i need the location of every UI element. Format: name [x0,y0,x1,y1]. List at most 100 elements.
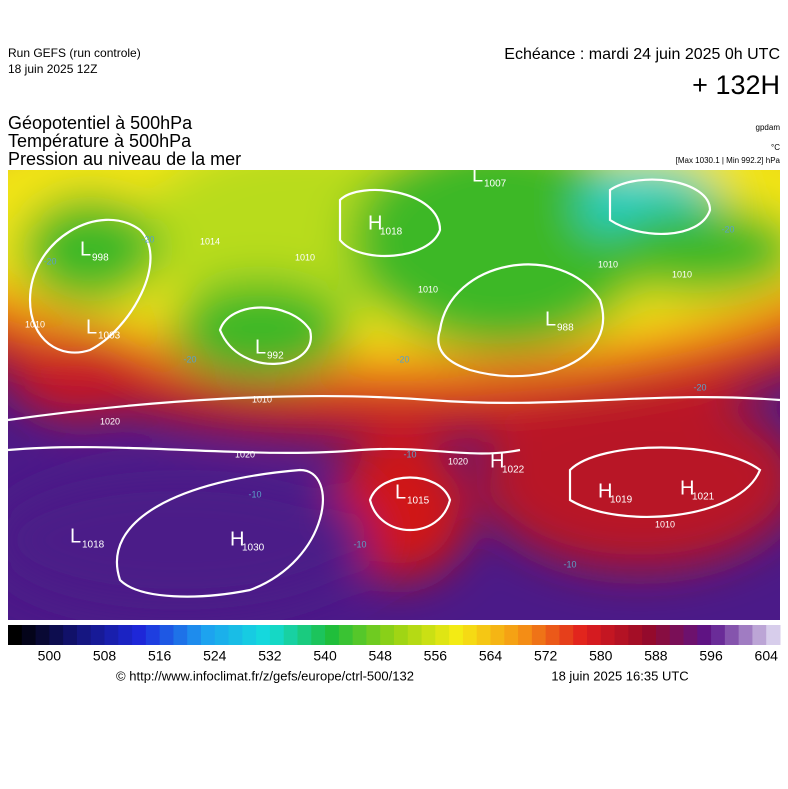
isobar-label: 1010 [598,259,618,269]
temperature-label: -20 [721,224,734,234]
center-value: 1018 [82,540,105,551]
colorbar-swatch [145,625,161,645]
colorbar-swatch [201,625,216,645]
colorbar-tick-label: 516 [148,648,172,664]
temperature-label: -20 [396,354,409,364]
temperature-label: -20 [183,354,196,364]
temperature-label: -20 [693,382,706,392]
colorbar-tick-label: 500 [38,648,62,664]
colorbar-swatch [325,625,340,645]
title: Pression au niveau de la mer [8,149,241,169]
colorbar-swatch [132,625,147,645]
colorbar-swatch [642,625,657,645]
colorbar-tick-label: 588 [644,648,668,664]
colorbar-tick-label: 564 [479,648,503,664]
center-value: 1030 [242,543,265,554]
center-letter: H [680,477,694,499]
isobar-label: 1020 [448,456,468,466]
colorbar-swatch [724,625,740,645]
colorbar-tick-label: 604 [755,648,779,664]
run-date: 18 juin 2025 12Z [8,62,97,76]
colorbar-swatch [8,625,23,645]
isobar-label: 1010 [418,284,438,294]
colorbar-swatch [90,625,105,645]
colorbar-swatch [573,625,588,645]
colorbar-swatch [228,625,243,645]
colorbar-swatch [256,625,271,645]
colorbar-swatch [697,625,712,645]
center-value: 1007 [484,179,507,190]
center-value: 1018 [380,227,403,238]
temperature-label: -10 [563,559,576,569]
colorbar-swatch [407,625,423,645]
colorbar-swatch [242,625,257,645]
title: Géopotentiel à 500hPa [8,113,193,133]
isobar-label: 1010 [655,519,675,529]
colorbar-tick-label: 556 [424,648,448,664]
source: © http://www.infoclimat.fr/z/gefs/europe… [116,668,414,683]
colorbar-swatch [462,625,478,645]
colorbar-swatch [766,625,781,645]
isobar-label: 1010 [672,269,692,279]
center-letter: L [472,164,483,186]
colorbar-swatch [587,625,602,645]
center-letter: L [86,316,97,338]
title: Température à 500hPa [8,131,192,151]
colorbar-swatch [352,625,367,645]
valid-time: Echéance : mardi 24 juin 2025 0h UTC [504,46,780,63]
colorbar-swatch [476,625,491,645]
colorbar-swatch [283,625,298,645]
center-letter: L [255,336,266,358]
colorbar-swatch [21,625,37,645]
isobar-label: 1014 [200,236,220,246]
center-letter: L [395,481,406,503]
colorbar-tick-label: 596 [699,648,723,664]
colorbar-swatch [600,625,616,645]
colorbar-swatch [738,625,753,645]
colorbar-tick-label: 548 [369,648,393,664]
center-value: 1003 [98,331,121,342]
colorbar-swatch [173,625,188,645]
colorbar-swatch [269,625,285,645]
colorbar-tick-label: 508 [93,648,117,664]
colorbar-swatch [683,625,698,645]
colorbar: 500 508 516 524 532 540 548 556 564 572 580 588 596 6… [8,625,781,664]
colorbar-swatch [366,625,381,645]
colorbar-swatch [504,625,519,645]
center-letter: H [230,528,244,550]
center-value: 1019 [610,495,633,506]
center-value: 1022 [502,465,525,476]
unit: °C [771,143,780,152]
temperature-label: -20 [43,256,56,266]
colorbar-swatch [752,625,767,645]
colorbar-swatch [559,625,574,645]
colorbar-swatch [394,625,409,645]
center-letter: H [490,450,504,472]
map [8,170,780,620]
colorbar-swatch [614,625,629,645]
generated-time: 18 juin 2025 16:35 UTC [551,668,688,683]
colorbar-swatch [35,625,50,645]
center-letter: L [70,525,81,547]
temperature-label: -10 [248,489,261,499]
center-value: 1015 [407,496,430,507]
colorbar-swatch [711,625,726,645]
colorbar-tick-label: 580 [589,648,613,664]
colorbar-swatch [518,625,533,645]
center-letter: L [545,308,556,330]
colorbar-tick-label: 532 [258,648,282,664]
colorbar-swatch [338,625,354,645]
run-label: Run GEFS (run controle) [8,46,141,60]
center-letter: L [80,238,91,260]
colorbar-swatch [449,625,464,645]
temperature-label: -10 [353,539,366,549]
colorbar-swatch [104,625,119,645]
colorbar-swatch [628,625,643,645]
colorbar-swatch [421,625,436,645]
center-letter: H [598,480,612,502]
colorbar-swatch [297,625,312,645]
colorbar-swatch [49,625,64,645]
isobar-label: 1010 [295,252,315,262]
